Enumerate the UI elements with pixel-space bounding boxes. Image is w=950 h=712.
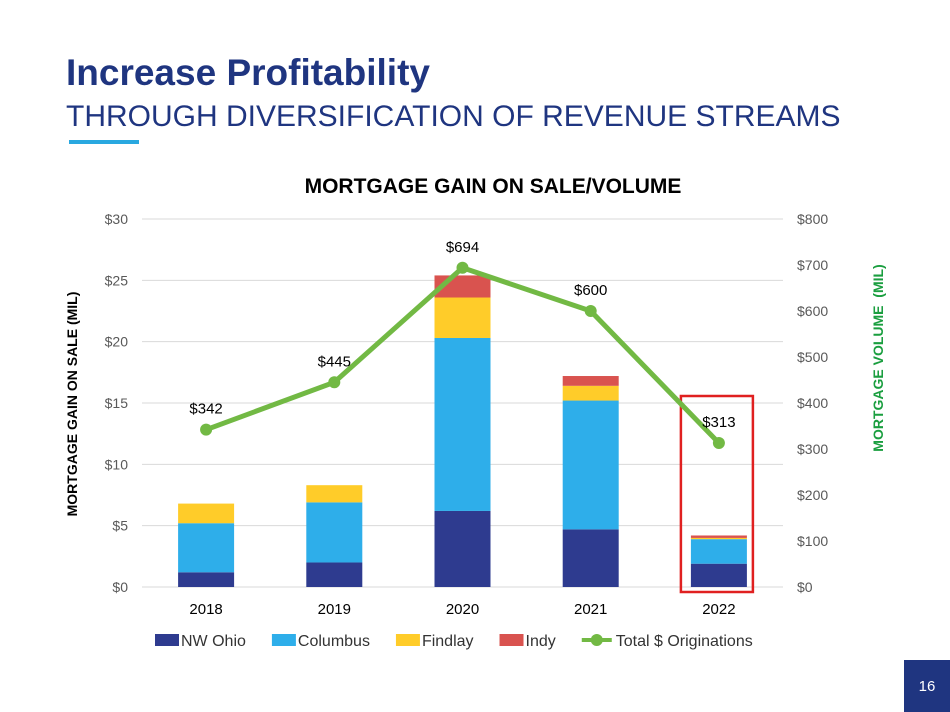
y-tick-label: $0 — [112, 579, 128, 595]
y2-tick-label: $0 — [797, 579, 813, 595]
legend-item-indy: Indy — [499, 633, 556, 650]
originations-data-label: $313 — [702, 414, 735, 431]
legend-label: Indy — [526, 633, 556, 650]
y2-tick-label: $300 — [797, 441, 828, 457]
legend-label: Total $ Originations — [616, 633, 753, 650]
y2-tick-label: $800 — [797, 211, 828, 227]
legend-label: NW Ohio — [181, 633, 246, 650]
legend-item-nw-ohio: NW Ohio — [155, 633, 246, 650]
originations-data-label: $342 — [189, 401, 222, 418]
bar-nw-ohio-2021 — [562, 529, 619, 587]
originations-data-label: $600 — [574, 282, 607, 299]
y-tick-label: $10 — [105, 456, 129, 472]
bar-nw-ohio-2020 — [434, 510, 491, 587]
legend-marker — [590, 634, 603, 646]
bar-columbus-2018 — [178, 523, 235, 573]
legend-item-total-originations: Total $ Originations — [581, 633, 753, 650]
bar-findlay-2022 — [690, 537, 747, 540]
legend-item-findlay: Findlay — [395, 633, 474, 650]
bar-findlay-2021 — [562, 385, 619, 401]
legend-swatch — [271, 634, 296, 646]
x-tick-label: 2018 — [189, 601, 222, 618]
bar-indy-2021 — [562, 376, 619, 386]
highlight-box — [679, 394, 755, 594]
legend-item-columbus: Columbus — [271, 633, 370, 650]
y2-tick-label: $200 — [797, 487, 828, 503]
y-tick-label: $20 — [105, 334, 129, 350]
bar-columbus-2021 — [562, 400, 619, 530]
originations-point-2018 — [200, 423, 213, 436]
y2-tick-label: $500 — [797, 349, 828, 365]
y2-tick-label: $700 — [797, 257, 828, 273]
bar-nw-ohio-2022 — [690, 563, 747, 587]
x-tick-label: 2022 — [702, 601, 735, 618]
title-accent-bar — [69, 140, 139, 144]
originations-point-2020 — [456, 261, 469, 274]
bar-indy-2022 — [690, 535, 747, 538]
bar-nw-ohio-2019 — [306, 562, 363, 587]
y-tick-label: $30 — [105, 211, 129, 227]
originations-point-2022 — [712, 437, 725, 450]
bar-columbus-2022 — [690, 539, 747, 564]
bar-columbus-2019 — [306, 502, 363, 563]
legend-label: Columbus — [298, 633, 370, 650]
originations-point-2021 — [584, 305, 597, 317]
bar-nw-ohio-2018 — [178, 572, 235, 587]
bar-columbus-2020 — [434, 337, 491, 511]
legend-label: Findlay — [422, 633, 474, 650]
legend-swatch — [395, 634, 420, 646]
x-tick-label: 2020 — [446, 601, 479, 618]
slide-title: Increase Profitability — [66, 52, 430, 93]
y-tick-label: $5 — [112, 518, 128, 534]
y2-tick-label: $400 — [797, 395, 828, 411]
y-tick-label: $15 — [105, 395, 129, 411]
y2-tick-label: $100 — [797, 533, 828, 549]
y2-axis-label: MORTGAGE VOLUME (MIL) — [870, 264, 886, 451]
slide-subtitle: THROUGH DIVERSIFICATION OF REVENUE STREA… — [66, 100, 841, 133]
chart-title: MORTGAGE GAIN ON SALE/VOLUME — [305, 175, 682, 198]
y-axis-label: MORTGAGE GAIN ON SALE (MIL) — [64, 292, 80, 517]
bar-findlay-2019 — [306, 485, 363, 503]
originations-point-2019 — [328, 376, 341, 389]
x-tick-label: 2019 — [318, 601, 351, 618]
x-tick-label: 2021 — [574, 601, 607, 618]
originations-data-label: $445 — [318, 353, 351, 370]
y2-tick-label: $600 — [797, 303, 828, 319]
page-number: 16 — [904, 660, 950, 712]
legend-swatch — [155, 634, 179, 646]
originations-data-label: $694 — [446, 239, 479, 256]
bar-findlay-2020 — [434, 297, 491, 338]
bar-findlay-2018 — [178, 503, 235, 524]
y-tick-label: $25 — [105, 272, 129, 288]
legend-swatch — [499, 634, 524, 646]
